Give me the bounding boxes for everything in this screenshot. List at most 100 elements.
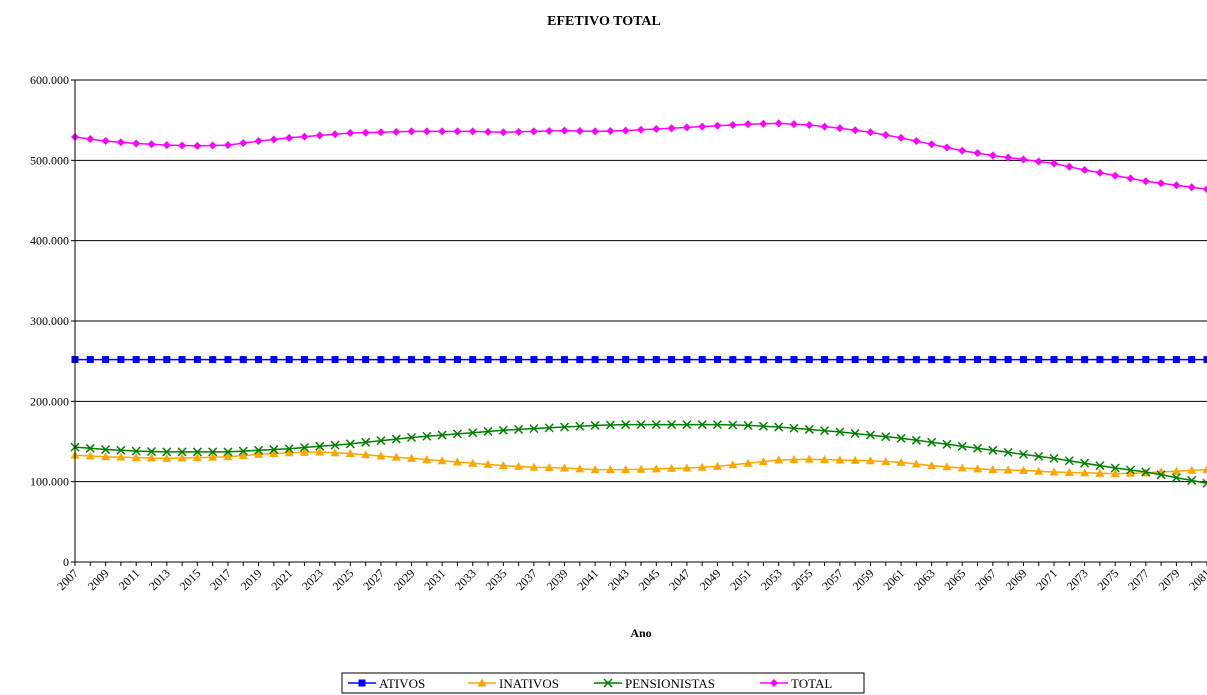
data-point-inativos — [101, 452, 111, 461]
data-point-ativos — [270, 356, 278, 364]
data-point-inativos — [254, 449, 264, 458]
data-point-inativos — [1202, 465, 1207, 474]
data-point-pensionistas — [1080, 458, 1090, 468]
data-point-pensionistas — [391, 434, 401, 444]
x-tick-label: 2069 — [1003, 566, 1030, 593]
data-point-ativos — [974, 356, 982, 364]
data-point-ativos — [1188, 356, 1196, 364]
data-point-pensionistas — [101, 445, 111, 455]
data-point-inativos — [667, 463, 677, 472]
data-point-total — [942, 143, 951, 152]
x-tick-label: 2009 — [85, 566, 112, 593]
data-point-total — [744, 120, 753, 129]
x-tick-label: 2029 — [391, 566, 418, 593]
data-point-pensionistas — [146, 447, 157, 457]
data-point-total — [178, 141, 187, 150]
data-point-total — [1187, 183, 1196, 192]
data-point-pensionistas — [728, 420, 738, 430]
data-point-inativos — [1110, 469, 1120, 478]
data-point-pensionistas — [988, 445, 998, 455]
data-point-total — [1004, 153, 1013, 162]
legend: ATIVOS INATIVOS PENSIONISTAS TOTAL — [341, 672, 865, 694]
data-point-inativos — [223, 452, 233, 461]
data-point-total — [529, 127, 538, 136]
data-point-ativos — [453, 356, 461, 364]
data-point-inativos — [774, 455, 784, 464]
x-tick-label: 2055 — [789, 566, 816, 593]
y-tick-label: 400.000 — [30, 234, 69, 248]
data-point-inativos — [651, 464, 661, 473]
data-point-inativos — [269, 449, 279, 458]
data-point-ativos — [224, 356, 232, 364]
y-tick-label: 300.000 — [30, 314, 69, 328]
series-pensionistas — [70, 420, 1207, 488]
data-point-total — [1095, 168, 1104, 177]
data-point-ativos — [622, 356, 630, 364]
data-point-ativos — [729, 356, 737, 364]
data-point-ativos — [423, 356, 431, 364]
data-point-ativos — [851, 356, 859, 364]
data-point-ativos — [392, 356, 400, 364]
series-inativos — [70, 447, 1207, 478]
data-point-pensionistas — [804, 424, 814, 434]
data-point-total — [897, 133, 906, 142]
data-point-ativos — [408, 356, 416, 364]
x-tick-label: 2033 — [452, 566, 479, 593]
data-point-total — [1080, 165, 1089, 174]
data-point-pensionistas — [223, 447, 233, 457]
data-point-inativos — [988, 465, 998, 474]
data-point-inativos — [162, 453, 172, 462]
data-point-ativos — [316, 356, 324, 364]
data-point-ativos — [958, 356, 966, 364]
data-point-total — [392, 127, 401, 136]
data-point-pensionistas — [881, 432, 891, 442]
x-tick-label: 2047 — [666, 566, 693, 593]
data-point-inativos — [177, 453, 187, 462]
data-point-pensionistas — [1003, 447, 1013, 457]
data-point-ativos — [652, 356, 660, 364]
series-ativos — [71, 356, 1207, 364]
data-point-pensionistas — [1187, 475, 1197, 485]
data-point-ativos — [836, 356, 844, 364]
data-point-inativos — [437, 456, 447, 465]
data-point-inativos — [452, 457, 462, 466]
data-point-total — [652, 125, 661, 134]
data-point-inativos — [636, 464, 646, 473]
legend-label-inativos: INATIVOS — [499, 676, 559, 691]
data-point-ativos — [530, 356, 538, 364]
legend-label-ativos: ATIVOS — [379, 676, 425, 691]
data-point-inativos — [682, 463, 692, 472]
data-point-total — [789, 120, 798, 129]
data-point-pensionistas — [330, 440, 340, 450]
data-point-ativos — [255, 356, 263, 364]
x-tick-label: 2031 — [421, 566, 448, 593]
x-tick-label: 2023 — [299, 566, 326, 593]
data-point-total — [835, 124, 844, 133]
data-point-pensionistas — [116, 445, 126, 455]
data-point-ativos — [943, 356, 951, 364]
data-point-ativos — [1065, 356, 1073, 364]
data-point-pensionistas — [590, 420, 600, 430]
data-point-inativos — [1064, 467, 1074, 476]
data-point-ativos — [928, 356, 936, 364]
data-point-pensionistas — [636, 420, 646, 430]
x-tick-label: 2075 — [1094, 566, 1121, 593]
y-tick-label: 500.000 — [30, 153, 69, 167]
data-point-pensionistas — [1171, 473, 1181, 483]
data-point-ativos — [1142, 356, 1150, 364]
data-point-total — [223, 141, 232, 150]
data-point-inativos — [605, 465, 615, 474]
data-point-total — [101, 137, 110, 146]
data-point-total — [300, 132, 309, 141]
legend-label-pensionistas: PENSIONISTAS — [625, 676, 715, 691]
data-point-total — [973, 149, 982, 158]
data-point-ativos — [790, 356, 798, 364]
data-point-pensionistas — [1034, 451, 1044, 461]
x-tick-label: 2059 — [850, 566, 877, 593]
legend-marker-pensionistas — [603, 678, 613, 688]
data-point-total — [1034, 157, 1043, 166]
data-point-pensionistas — [651, 420, 661, 430]
data-point-inativos — [483, 459, 493, 468]
data-point-inativos — [911, 459, 921, 468]
data-point-pensionistas — [1018, 449, 1028, 459]
